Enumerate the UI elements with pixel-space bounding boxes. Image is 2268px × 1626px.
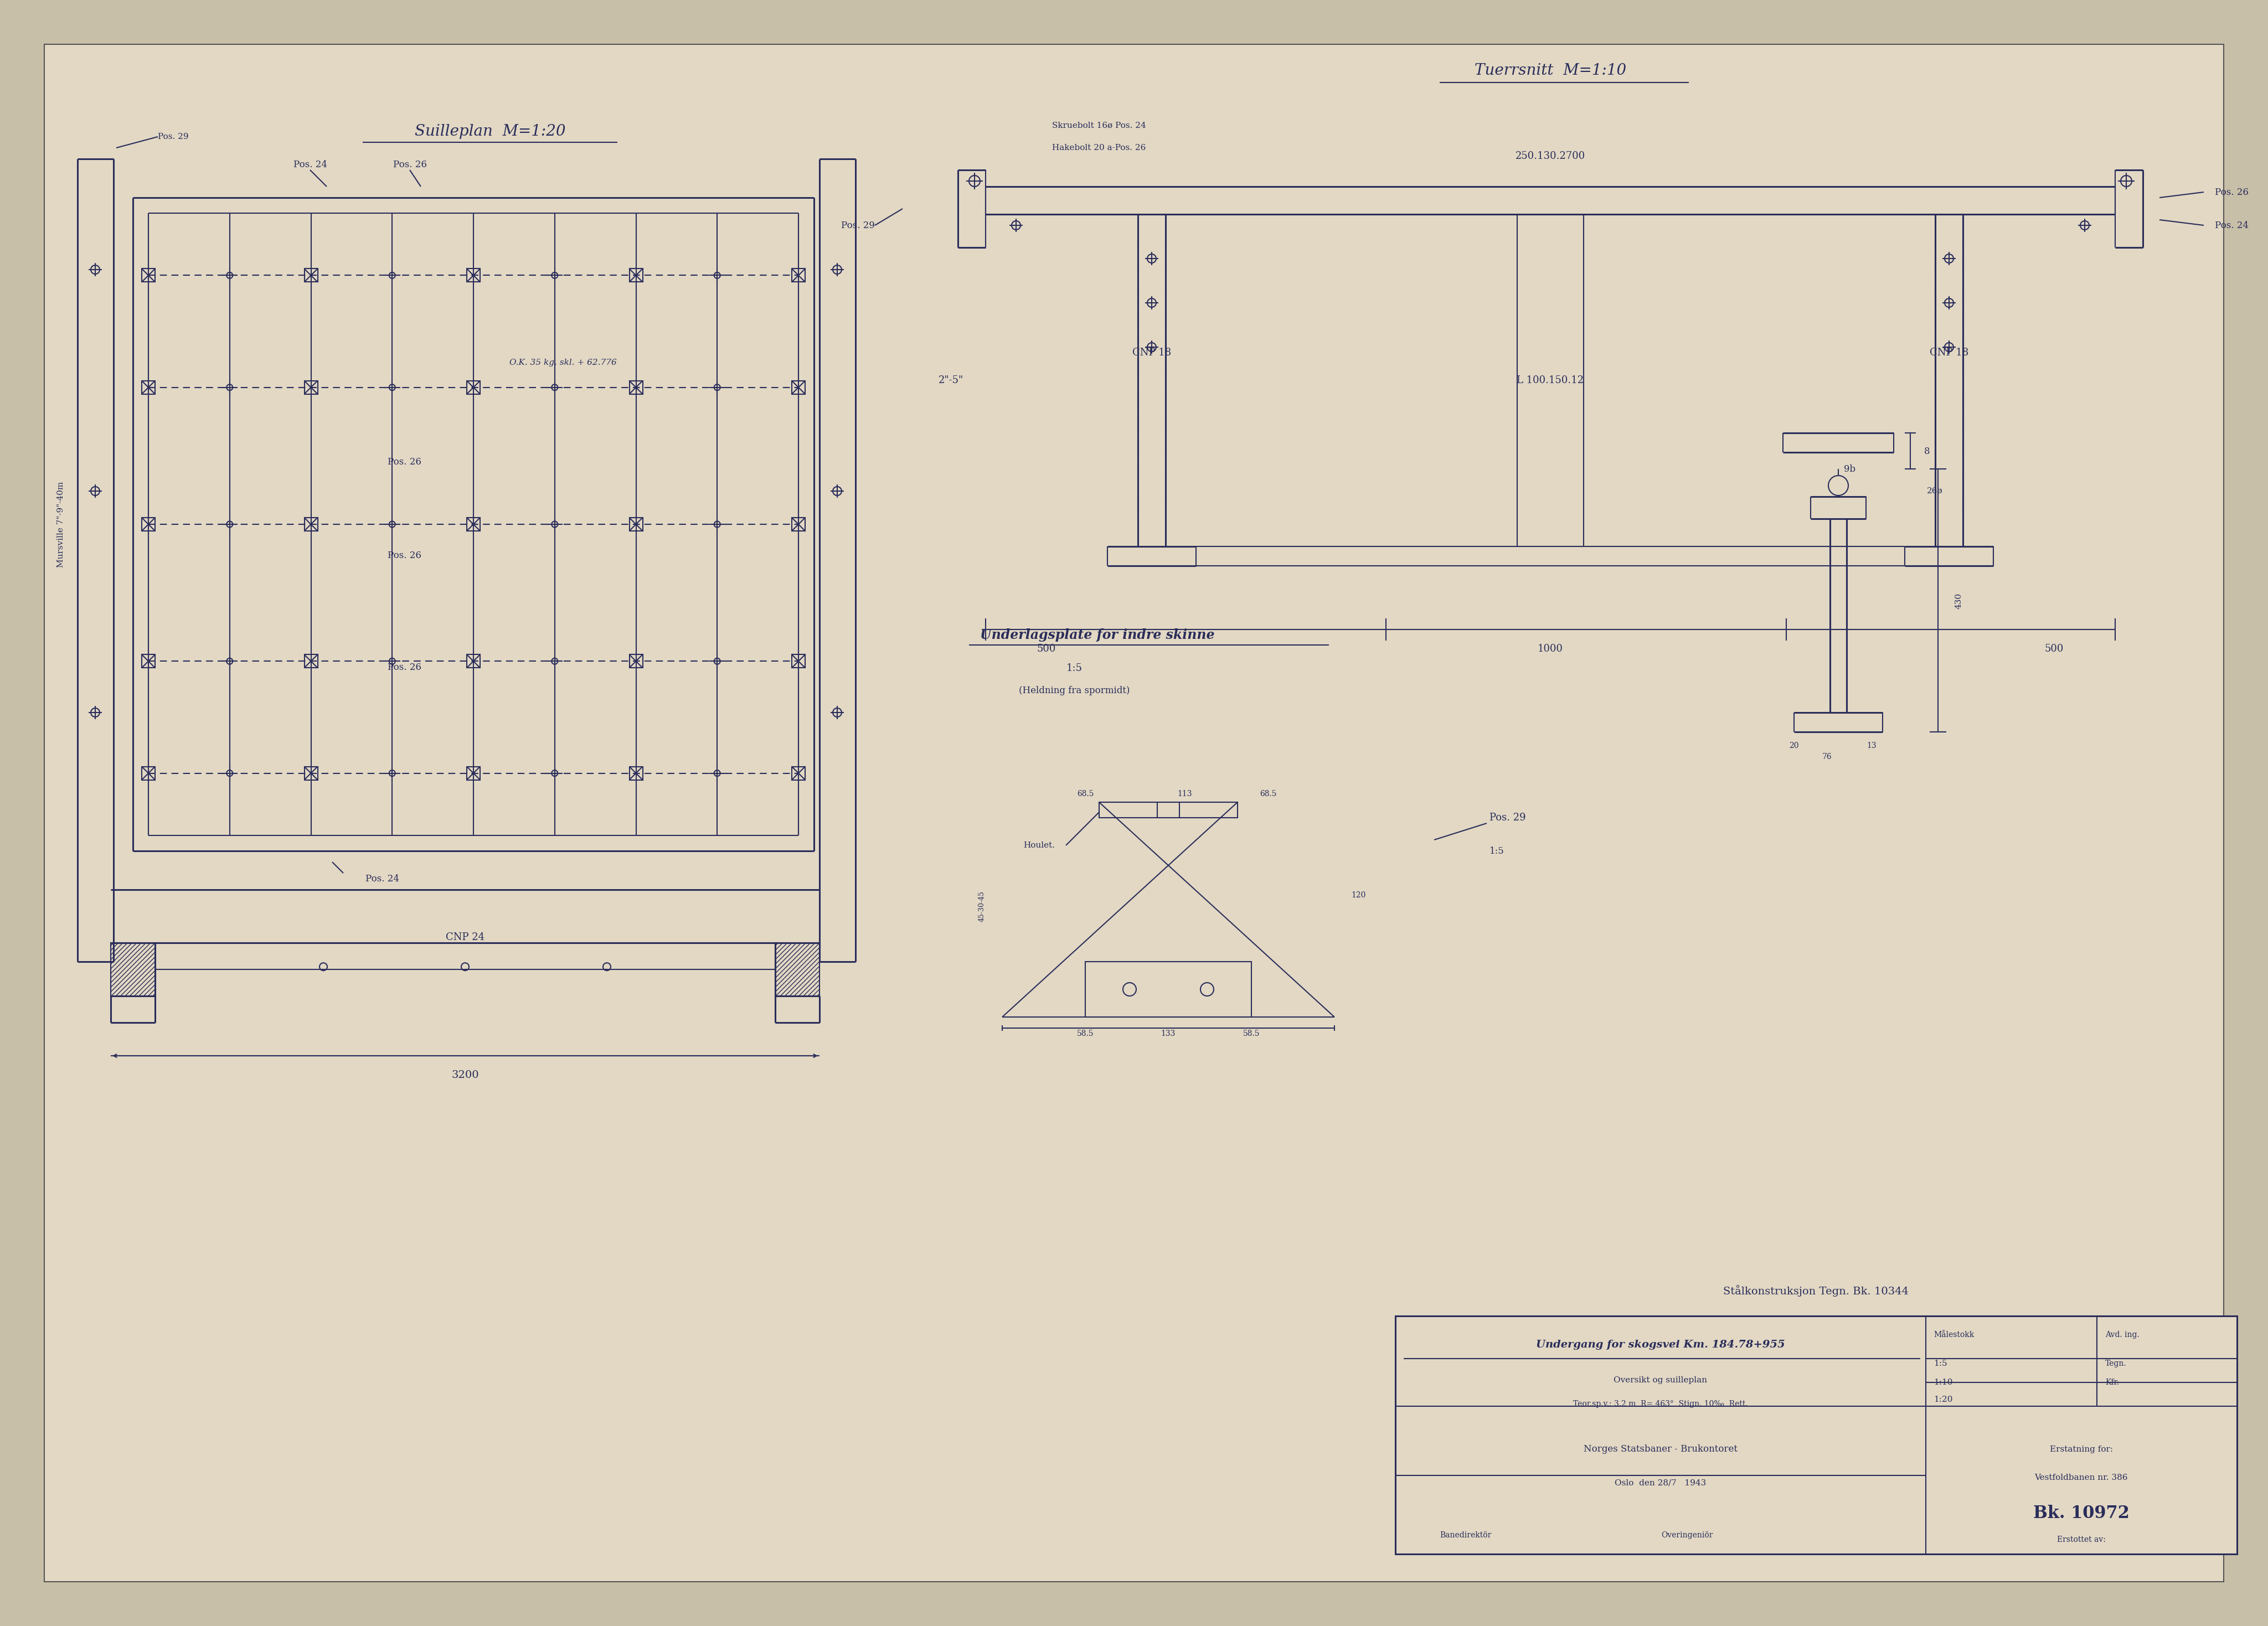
- Bar: [304, 517, 318, 532]
- Text: Overingeniör: Overingeniör: [1660, 1532, 1712, 1538]
- Text: Målestokk: Målestokk: [1935, 1332, 1975, 1338]
- Bar: [304, 268, 318, 281]
- Text: Bk. 10972: Bk. 10972: [2032, 1506, 2130, 1522]
- Bar: [792, 655, 805, 668]
- Text: 58.5: 58.5: [1077, 1029, 1093, 1037]
- Bar: [792, 766, 805, 780]
- Text: 68.5: 68.5: [1259, 790, 1277, 798]
- Text: Oslo  den 28/7   1943: Oslo den 28/7 1943: [1615, 1478, 1706, 1486]
- Text: CNP 24: CNP 24: [447, 933, 485, 943]
- Bar: [467, 380, 481, 393]
- Text: 120: 120: [1352, 891, 1365, 899]
- Text: CNP 18: CNP 18: [1132, 348, 1170, 358]
- Text: Norges Statsbaner - Brukontoret: Norges Statsbaner - Brukontoret: [1583, 1444, 1737, 1454]
- Text: Pos. 26: Pos. 26: [2216, 187, 2248, 197]
- Bar: [111, 943, 154, 997]
- Text: 133: 133: [1161, 1029, 1175, 1037]
- Text: Underlagsplate for indre skinne: Underlagsplate for indre skinne: [980, 628, 1216, 642]
- Bar: [467, 268, 481, 281]
- Bar: [467, 517, 481, 532]
- Text: Erstatning for:: Erstatning for:: [2050, 1446, 2114, 1454]
- Text: Pos. 29: Pos. 29: [841, 221, 875, 229]
- Bar: [1100, 802, 1238, 818]
- Text: Avd. ing.: Avd. ing.: [2105, 1332, 2139, 1338]
- Text: 500: 500: [2046, 644, 2064, 654]
- Bar: [628, 655, 642, 668]
- Text: 20: 20: [1789, 741, 1799, 750]
- Text: 45-30-45: 45-30-45: [978, 891, 987, 922]
- Text: Erstottet av:: Erstottet av:: [2057, 1537, 2105, 1543]
- Text: Pos. 26: Pos. 26: [392, 159, 426, 169]
- Text: 1:5: 1:5: [1935, 1359, 1948, 1367]
- Text: Pos. 26: Pos. 26: [388, 457, 422, 467]
- Bar: [628, 766, 642, 780]
- Text: Pos. 29: Pos. 29: [1490, 813, 1526, 823]
- Text: O.K. 35 kg. skl. + 62.776: O.K. 35 kg. skl. + 62.776: [510, 359, 617, 366]
- Text: Vestfoldbanen nr. 386: Vestfoldbanen nr. 386: [2034, 1475, 2127, 1481]
- Text: Teor.sp.v.: 3.2 m  R= 463°  Stign. 10‰  Rett.: Teor.sp.v.: 3.2 m R= 463° Stign. 10‰ Ret…: [1574, 1400, 1749, 1408]
- Text: Tegn.: Tegn.: [2105, 1359, 2127, 1367]
- Bar: [304, 766, 318, 780]
- Text: 1:5: 1:5: [1066, 663, 1082, 673]
- Text: 500: 500: [1036, 644, 1057, 654]
- Text: CNP 18: CNP 18: [1930, 348, 1969, 358]
- Text: Houlet.: Houlet.: [1023, 842, 1055, 849]
- Bar: [141, 655, 154, 668]
- Bar: [1086, 961, 1252, 1016]
- Text: Kfr.: Kfr.: [2105, 1379, 2118, 1387]
- Text: 430: 430: [1955, 592, 1962, 608]
- Text: Oversikt og suilleplan: Oversikt og suilleplan: [1613, 1376, 1708, 1384]
- Text: 58.5: 58.5: [1243, 1029, 1259, 1037]
- Text: Pos. 26: Pos. 26: [388, 663, 422, 672]
- Bar: [792, 380, 805, 393]
- Text: Pos. 24: Pos. 24: [365, 873, 399, 883]
- Bar: [628, 517, 642, 532]
- Text: Pos. 29: Pos. 29: [159, 133, 188, 140]
- Bar: [141, 268, 154, 281]
- Text: 26ø: 26ø: [1928, 488, 1944, 494]
- Bar: [628, 268, 642, 281]
- Text: 3200: 3200: [451, 1070, 479, 1080]
- Text: 1000: 1000: [1538, 644, 1563, 654]
- Text: 9b: 9b: [1844, 463, 1855, 473]
- Text: 113: 113: [1177, 790, 1193, 798]
- Text: 2"-5": 2"-5": [939, 376, 964, 385]
- Text: Pos. 24: Pos. 24: [2216, 221, 2248, 229]
- Bar: [1395, 1315, 2236, 1554]
- Text: Pos. 26: Pos. 26: [388, 551, 422, 559]
- Bar: [467, 655, 481, 668]
- Text: Pos. 24: Pos. 24: [293, 159, 327, 169]
- Text: Hakebolt 20 a-Pos. 26: Hakebolt 20 a-Pos. 26: [1052, 145, 1145, 151]
- Text: Suilleplan  M=1:20: Suilleplan M=1:20: [415, 124, 565, 138]
- Text: 76: 76: [1823, 753, 1833, 761]
- Bar: [141, 766, 154, 780]
- Bar: [776, 943, 819, 997]
- Text: Banedirektör: Banedirektör: [1440, 1532, 1492, 1538]
- Text: 68.5: 68.5: [1077, 790, 1093, 798]
- Text: 1:20: 1:20: [1935, 1395, 1953, 1403]
- Bar: [304, 655, 318, 668]
- Text: 13: 13: [1867, 741, 1876, 750]
- Text: (Heldning fra spormidt): (Heldning fra spormidt): [1018, 686, 1129, 694]
- Bar: [628, 380, 642, 393]
- Bar: [792, 517, 805, 532]
- Text: 1:10: 1:10: [1935, 1379, 1953, 1387]
- Bar: [304, 380, 318, 393]
- Text: Stålkonstruksjon Tegn. Bk. 10344: Stålkonstruksjon Tegn. Bk. 10344: [1724, 1285, 1910, 1298]
- Bar: [467, 766, 481, 780]
- Text: Undergang for skogsvei Km. 184.78+955: Undergang for skogsvei Km. 184.78+955: [1535, 1340, 1785, 1350]
- Text: Skruebolt 16ø Pos. 24: Skruebolt 16ø Pos. 24: [1052, 122, 1145, 130]
- Bar: [141, 380, 154, 393]
- Text: Mursville 7"-9"-40m: Mursville 7"-9"-40m: [57, 481, 66, 567]
- Bar: [792, 268, 805, 281]
- Text: L 100.150.12: L 100.150.12: [1517, 376, 1583, 385]
- Text: Tuerrsnitt  M=1:10: Tuerrsnitt M=1:10: [1474, 63, 1626, 78]
- Text: 250.130.2700: 250.130.2700: [1515, 151, 1585, 161]
- Bar: [141, 517, 154, 532]
- Text: 8: 8: [1923, 447, 1930, 455]
- Text: 1:5: 1:5: [1490, 846, 1504, 855]
